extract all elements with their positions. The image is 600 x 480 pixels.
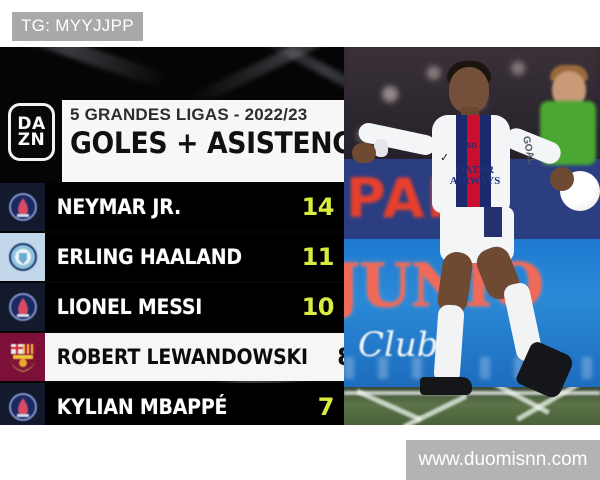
player-value: 14	[301, 193, 335, 221]
player-name: LIONEL MESSI	[56, 295, 203, 319]
table-row: KYLIAN MBAPPÉ 7	[0, 383, 344, 425]
advert-board-sub: Club	[358, 325, 439, 365]
player-name: ERLING HAALAND	[56, 245, 242, 269]
club-badge-cell	[0, 383, 45, 425]
player-right-hand	[550, 167, 574, 191]
player-value: 11	[301, 243, 335, 271]
player-value: 8	[337, 343, 344, 371]
player-left-cuff	[374, 139, 388, 157]
player-name: ROBERT LEWANDOWSKI	[56, 345, 308, 369]
man-city-crest-icon	[8, 243, 37, 271]
psg-crest-icon	[8, 393, 37, 421]
jersey-stripe	[467, 115, 480, 213]
table-row: ROBERT LEWANDOWSKI 8	[0, 333, 344, 381]
graphic-kicker: 5 GRANDES LIGAS - 2022/23	[70, 105, 308, 124]
dazn-logo-line2: ZN	[17, 130, 46, 150]
player-name: NEYMAR JR.	[56, 195, 182, 219]
club-badge-cell	[0, 233, 45, 281]
pitch-line	[344, 391, 600, 395]
telegram-tag-overlay: TG: MYYJJPP	[12, 12, 143, 41]
player-left-hand	[352, 143, 376, 163]
barcelona-crest-icon	[10, 344, 35, 372]
watermark-overlay: www.duomisnn.com	[406, 440, 600, 480]
jersey-sponsor-line2: AIRWAYS	[449, 175, 501, 187]
title-panel: 5 GRANDES LIGAS - 2022/23 GOLES + ASISTE…	[62, 100, 344, 182]
ranking-list: NEYMAR JR. 14 ERLING HAALAND 11	[0, 183, 344, 425]
ranking-graphic: DA ZN 5 GRANDES LIGAS - 2022/23 GOLES + …	[0, 47, 344, 425]
media-image: DA ZN 5 GRANDES LIGAS - 2022/23 GOLES + …	[0, 47, 600, 425]
background-streak	[188, 47, 344, 108]
psg-crest-icon	[8, 193, 37, 221]
player-left-sock	[433, 304, 465, 384]
jersey-stripe	[456, 115, 467, 213]
jersey-sponsor-line1: QATAR	[455, 164, 495, 176]
player-photo: PARI JUNIO Club	[344, 47, 600, 425]
club-badge-cell	[0, 183, 45, 231]
psg-crest-icon	[8, 293, 37, 321]
table-row: ERLING HAALAND 11	[0, 233, 344, 281]
dazn-logo: DA ZN	[8, 103, 55, 161]
jersey-stripe	[480, 115, 491, 213]
shorts-stripe	[484, 207, 502, 237]
table-row: LIONEL MESSI 10	[0, 283, 344, 331]
player-value: 10	[301, 293, 335, 321]
table-row: NEYMAR JR. 14	[0, 183, 344, 231]
club-badge-cell	[0, 333, 45, 381]
background-streak	[0, 47, 168, 90]
graphic-headline: GOLES + ASISTENCIAS	[70, 126, 344, 160]
player-name: KYLIAN MBAPPÉ	[56, 395, 228, 419]
jersey-club-badge: PSG	[462, 143, 477, 150]
player-left-boot	[420, 377, 472, 395]
club-badge-cell	[0, 283, 45, 331]
player-figure: ✓ PSG QATAR AIRWAYS GOAL	[344, 47, 600, 425]
player-value: 7	[317, 393, 335, 421]
graphic-header: DA ZN 5 GRANDES LIGAS - 2022/23 GOLES + …	[0, 100, 344, 182]
nike-swoosh-icon: ✓	[439, 151, 450, 165]
dazn-logo-line1: DA	[17, 114, 46, 134]
player-head	[449, 67, 489, 113]
jersey-sponsor: QATAR AIRWAYS	[442, 165, 508, 187]
